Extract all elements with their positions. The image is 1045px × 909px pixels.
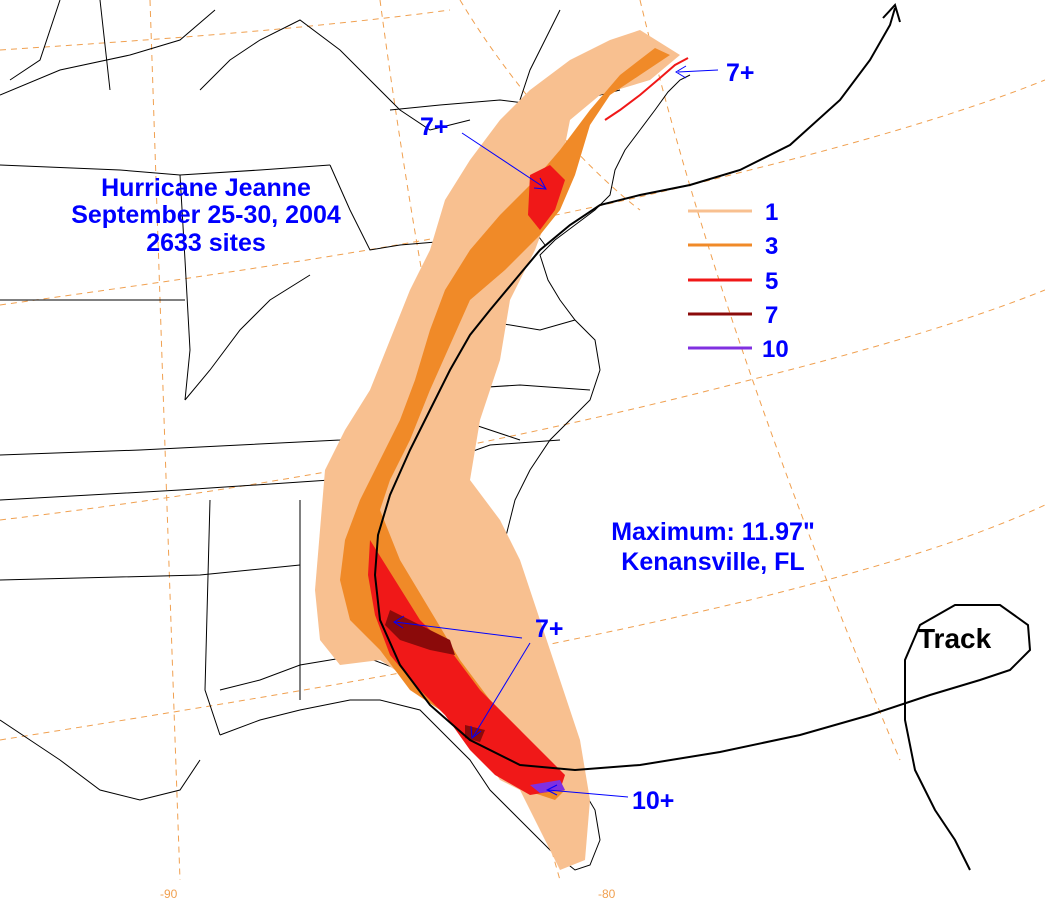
map-title-line1: Hurricane Jeanne — [101, 174, 311, 202]
maximum-location: Kenansville, FL — [621, 548, 804, 576]
longitude-label-80: -80 — [598, 887, 616, 901]
annotation-florida: 7+ — [535, 615, 564, 643]
legend: 1 3 5 7 10 — [688, 199, 789, 363]
annotation-arrows — [393, 65, 719, 798]
legend-label-3: 3 — [765, 233, 778, 260]
rainfall-3in-area — [340, 48, 670, 800]
maximum-value: Maximum: 11.97" — [611, 518, 815, 546]
map-title-line3: 2633 sites — [146, 229, 266, 257]
legend-label-10: 10 — [762, 336, 789, 363]
rainfall-10in-area — [530, 780, 565, 793]
legend-label-1: 1 — [765, 199, 778, 226]
map-title-line2: September 25-30, 2004 — [71, 201, 341, 229]
track-arrowhead — [882, 3, 901, 23]
hurricane-track — [373, 7, 1032, 871]
rainfall-5in-area — [368, 540, 565, 795]
longitude-label-90: -90 — [160, 887, 178, 901]
annotation-maine: 7+ — [726, 59, 755, 87]
legend-label-7: 7 — [765, 302, 778, 329]
rainfall-5in-northeast — [528, 165, 565, 230]
rainfall-contours — [315, 30, 680, 870]
maine-contour-line — [604, 57, 689, 121]
legend-label-5: 5 — [765, 268, 778, 295]
rainfall-7in-area — [385, 610, 455, 655]
track-label: Track — [918, 623, 992, 654]
annotation-kenansville: 10+ — [632, 787, 674, 815]
annotation-nyc: 7+ — [420, 113, 449, 141]
